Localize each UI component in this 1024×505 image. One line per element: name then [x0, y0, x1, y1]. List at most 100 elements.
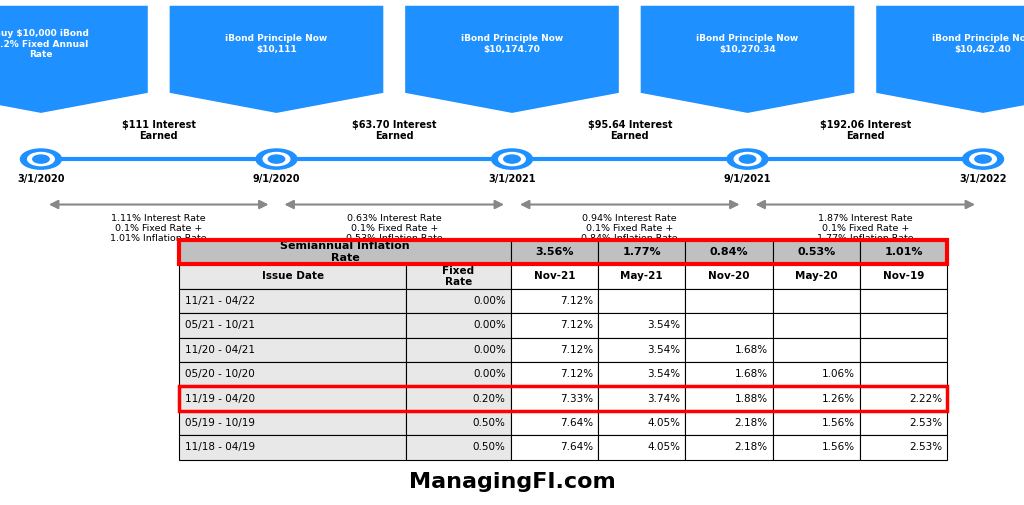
Text: 7.33%: 7.33% — [560, 393, 593, 403]
Bar — [773, 362, 860, 386]
Bar — [511, 411, 598, 435]
Bar — [773, 386, 860, 411]
Bar — [179, 362, 407, 386]
Bar — [511, 362, 598, 386]
Bar — [860, 362, 947, 386]
Bar — [773, 313, 860, 337]
Text: 3.74%: 3.74% — [647, 393, 680, 403]
Text: 1.56%: 1.56% — [821, 418, 855, 428]
Text: 0.50%: 0.50% — [473, 442, 506, 452]
Text: 0.00%: 0.00% — [473, 369, 506, 379]
Bar — [598, 435, 685, 460]
Circle shape — [499, 153, 525, 166]
Bar — [685, 386, 773, 411]
Bar — [773, 264, 860, 289]
Text: Nov-20: Nov-20 — [709, 272, 750, 281]
Text: iBond Principle Now
$10,111: iBond Principle Now $10,111 — [225, 34, 328, 54]
Bar — [685, 435, 773, 460]
Text: 1.87% Interest Rate
0.1% Fixed Rate +
1.77% Inflation Rate: 1.87% Interest Rate 0.1% Fixed Rate + 1.… — [817, 214, 913, 243]
Text: 1.01%: 1.01% — [885, 247, 923, 257]
Text: 1.56%: 1.56% — [821, 442, 855, 452]
Bar — [773, 240, 860, 264]
Polygon shape — [404, 5, 620, 114]
Bar — [179, 386, 407, 411]
Text: Semiannual Inflation
Rate: Semiannual Inflation Rate — [281, 241, 410, 263]
Text: 0.94% Interest Rate
0.1% Fixed Rate +
0.84% Inflation Rate: 0.94% Interest Rate 0.1% Fixed Rate + 0.… — [582, 214, 678, 243]
Bar — [773, 435, 860, 460]
Text: 0.50%: 0.50% — [473, 418, 506, 428]
Text: 0.00%: 0.00% — [473, 345, 506, 355]
Text: iBond Principle Now
$10,270.34: iBond Principle Now $10,270.34 — [696, 34, 799, 54]
Text: 0.53%: 0.53% — [797, 247, 836, 257]
Circle shape — [734, 153, 761, 166]
Bar — [685, 337, 773, 362]
Bar — [773, 289, 860, 313]
Polygon shape — [640, 5, 855, 114]
Text: 05/19 - 10/19: 05/19 - 10/19 — [185, 418, 255, 428]
Bar — [860, 337, 947, 362]
Text: 4.05%: 4.05% — [647, 442, 680, 452]
Polygon shape — [169, 5, 384, 114]
Bar — [407, 435, 511, 460]
Text: 05/20 - 10/20: 05/20 - 10/20 — [185, 369, 255, 379]
Bar — [685, 289, 773, 313]
Bar — [860, 435, 947, 460]
Text: 11/18 - 04/19: 11/18 - 04/19 — [185, 442, 255, 452]
Text: $95.64 Interest
Earned: $95.64 Interest Earned — [588, 120, 672, 141]
Bar — [407, 313, 511, 337]
Text: 1.88%: 1.88% — [734, 393, 768, 403]
Text: Buy $10,000 iBond
0.2% Fixed Annual
Rate: Buy $10,000 iBond 0.2% Fixed Annual Rate — [0, 29, 88, 59]
Text: 0.20%: 0.20% — [473, 393, 506, 403]
Text: 1.06%: 1.06% — [822, 369, 855, 379]
Bar — [179, 264, 407, 289]
Text: 0.63% Interest Rate
0.1% Fixed Rate +
0.53% Inflation Rate: 0.63% Interest Rate 0.1% Fixed Rate + 0.… — [346, 214, 442, 243]
Circle shape — [263, 153, 290, 166]
Text: 4.05%: 4.05% — [647, 418, 680, 428]
Bar — [598, 289, 685, 313]
Bar — [860, 289, 947, 313]
Text: 1.68%: 1.68% — [734, 369, 768, 379]
Circle shape — [970, 153, 996, 166]
Bar — [685, 264, 773, 289]
Text: 2.53%: 2.53% — [909, 418, 942, 428]
Bar — [598, 411, 685, 435]
Bar — [860, 386, 947, 411]
Circle shape — [28, 153, 54, 166]
Bar — [598, 240, 685, 264]
Bar — [511, 435, 598, 460]
Text: May-20: May-20 — [795, 272, 838, 281]
Circle shape — [492, 149, 532, 169]
Bar — [407, 289, 511, 313]
Circle shape — [727, 149, 768, 169]
Text: Nov-21: Nov-21 — [534, 272, 575, 281]
Text: 7.12%: 7.12% — [560, 296, 593, 306]
Text: 1.26%: 1.26% — [821, 393, 855, 403]
Text: 2.22%: 2.22% — [909, 393, 942, 403]
Bar — [179, 435, 407, 460]
Text: ManagingFI.com: ManagingFI.com — [409, 472, 615, 492]
Bar — [179, 411, 407, 435]
Bar — [511, 240, 598, 264]
Text: 3.54%: 3.54% — [647, 369, 680, 379]
Bar — [511, 386, 598, 411]
Bar — [860, 240, 947, 264]
Circle shape — [963, 149, 1004, 169]
Bar — [511, 313, 598, 337]
Bar — [860, 264, 947, 289]
Text: 3.54%: 3.54% — [647, 320, 680, 330]
Text: 2.18%: 2.18% — [734, 442, 768, 452]
Text: Issue Date: Issue Date — [261, 272, 324, 281]
Text: 9/1/2020: 9/1/2020 — [253, 174, 300, 184]
Bar — [511, 289, 598, 313]
Text: 7.12%: 7.12% — [560, 345, 593, 355]
Text: 2.53%: 2.53% — [909, 442, 942, 452]
Text: Nov-19: Nov-19 — [883, 272, 925, 281]
Bar — [598, 362, 685, 386]
Bar — [407, 337, 511, 362]
Text: $63.70 Interest
Earned: $63.70 Interest Earned — [352, 120, 436, 141]
Text: $111 Interest
Earned: $111 Interest Earned — [122, 120, 196, 141]
Text: 3/1/2021: 3/1/2021 — [488, 174, 536, 184]
Bar — [773, 337, 860, 362]
Bar — [685, 362, 773, 386]
Text: 0.84%: 0.84% — [710, 247, 749, 257]
